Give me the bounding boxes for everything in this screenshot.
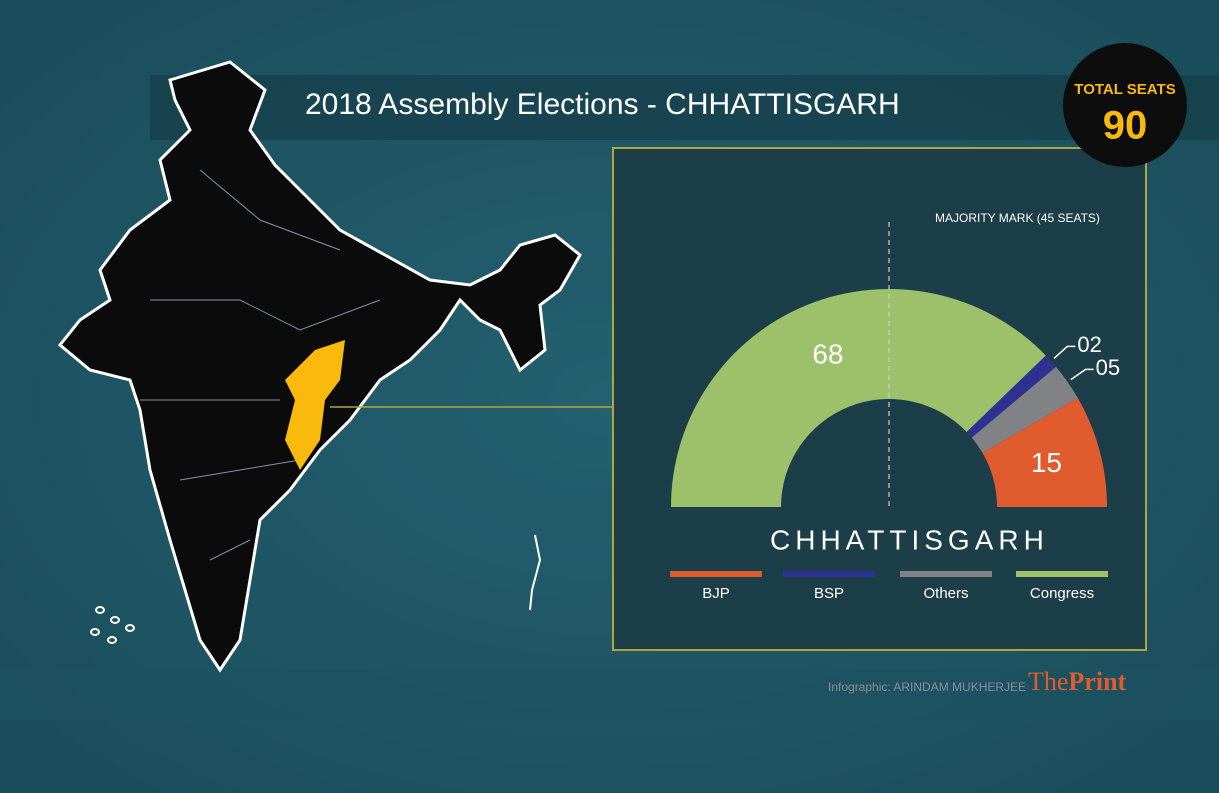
legend-label: Others: [923, 585, 968, 602]
title: 2018 Assembly Elections - CHHATTISGARH: [305, 88, 900, 121]
chhattisgarh-highlight: [285, 340, 345, 470]
footer-band: [0, 670, 1219, 720]
islands: [90, 534, 542, 644]
brand: ThePrint: [1028, 667, 1127, 696]
segment-label: 15: [1031, 447, 1062, 478]
segment-label: 05: [1096, 355, 1120, 380]
legend-label: BSP: [814, 585, 844, 602]
legend-swatch: [900, 571, 992, 577]
leader-line: [1070, 368, 1094, 381]
total-label: TOTAL SEATS: [1074, 81, 1175, 98]
legend-label: Congress: [1030, 585, 1094, 602]
majority-label: MAJORITY MARK (45 SEATS): [935, 211, 1100, 225]
legend-swatch: [670, 571, 762, 577]
chart-label: CHHATTISGARH: [770, 524, 1049, 555]
state-borders: [140, 169, 381, 561]
segment-label: 68: [812, 338, 843, 369]
total-badge: [1063, 43, 1187, 167]
brand-prefix: The: [1028, 667, 1068, 696]
seat-segment: [971, 366, 1078, 453]
total-value: 90: [1103, 104, 1148, 148]
legend-swatch: [1016, 571, 1108, 577]
segment-label: 02: [1077, 332, 1101, 357]
leader-line: [1053, 345, 1076, 360]
brand-name: Print: [1068, 667, 1126, 696]
title-band: [150, 75, 1219, 140]
seat-segment: [982, 398, 1107, 507]
legend-label: BJP: [702, 585, 730, 602]
credit: Infographic: ARINDAM MUKHERJEE: [828, 680, 1026, 694]
legend-swatch: [783, 571, 875, 577]
seat-segment: [966, 355, 1056, 438]
seat-segment: [671, 289, 1046, 507]
